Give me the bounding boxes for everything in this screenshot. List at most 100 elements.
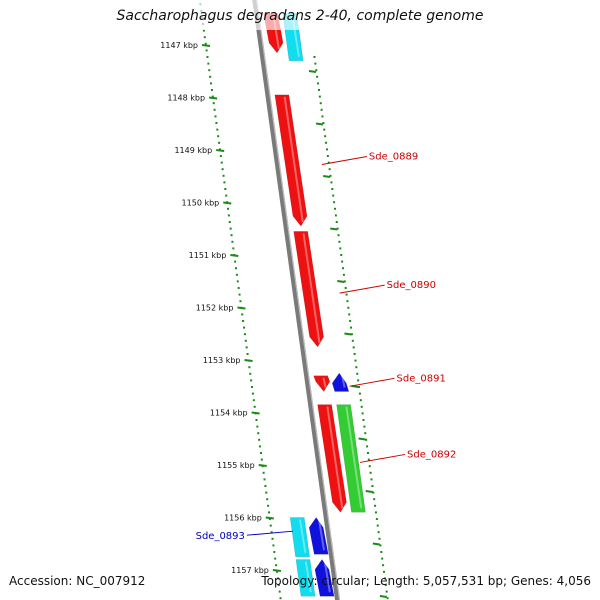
gene-shade bbox=[323, 561, 331, 593]
scale-tick-right bbox=[365, 490, 373, 493]
scale-dot-left bbox=[274, 557, 277, 560]
scale-dot-right bbox=[366, 445, 369, 448]
scale-dot-left bbox=[267, 504, 270, 507]
scale-dot-right bbox=[359, 399, 362, 402]
scale-dot-right bbox=[339, 247, 342, 250]
gene-shade bbox=[304, 561, 312, 593]
scale-dot-left bbox=[257, 432, 260, 435]
scale-dot-right bbox=[338, 240, 341, 243]
gene-shade bbox=[322, 377, 327, 388]
scale-dot-left bbox=[236, 280, 239, 283]
scale-tick-left bbox=[258, 464, 267, 467]
scale-dot-right bbox=[355, 366, 358, 369]
scale-dot-left bbox=[223, 181, 226, 184]
scale-dot-right bbox=[328, 168, 331, 171]
scale-dot-right bbox=[358, 386, 361, 388]
scale-dot-left bbox=[260, 458, 263, 461]
scale-dot-right bbox=[363, 425, 366, 428]
scale-dot-right bbox=[352, 346, 355, 349]
scale-dot-left bbox=[263, 478, 266, 481]
scale-dot-right bbox=[374, 504, 377, 507]
gene-g-cyan-b bbox=[295, 559, 316, 597]
scale-dot-left bbox=[205, 49, 208, 52]
scale-dot-left bbox=[204, 42, 207, 45]
scale-dot-left bbox=[218, 148, 221, 151]
scale-dot-left bbox=[262, 471, 265, 474]
gene-g-0892 bbox=[336, 404, 366, 513]
scale-dot-right bbox=[373, 498, 376, 501]
scale-dot-right bbox=[376, 524, 379, 527]
scale-dot-left bbox=[270, 531, 273, 534]
scale-dot-right bbox=[334, 214, 337, 217]
scale-dot-left bbox=[269, 524, 272, 527]
scale-dot-left bbox=[210, 89, 213, 91]
scale-dot-right bbox=[369, 471, 372, 474]
scale-dot-right bbox=[350, 326, 353, 329]
scale-dot-left bbox=[245, 346, 248, 349]
scale-dot-left bbox=[231, 240, 234, 243]
scale-tick-right bbox=[330, 227, 338, 231]
scale-dot-left bbox=[226, 207, 229, 210]
scale-dot-right bbox=[318, 95, 321, 98]
scale-dot-right bbox=[351, 339, 354, 342]
scale-dot-right bbox=[382, 570, 385, 573]
scale-dot-right bbox=[329, 174, 332, 177]
scale-tick-label: 1147 kbp bbox=[160, 41, 198, 50]
scale-dot-left bbox=[250, 379, 253, 382]
gene-label-leader bbox=[321, 156, 367, 165]
scale-dot-left bbox=[239, 300, 242, 303]
scale-dot-right bbox=[314, 62, 317, 65]
scale-dot-left bbox=[206, 56, 209, 58]
scale-dot-right bbox=[341, 260, 344, 263]
scale-tick-right bbox=[308, 70, 317, 73]
scale-dot-left bbox=[265, 491, 268, 494]
scale-dot-left bbox=[273, 551, 276, 553]
scale-dot-left bbox=[264, 485, 267, 487]
genome-backbone-highlight bbox=[256, 0, 341, 600]
scale-dot-left bbox=[267, 511, 270, 514]
scale-dot-left bbox=[243, 326, 246, 329]
map-title: Saccharophagus degradans 2-40, complete … bbox=[116, 8, 484, 24]
scale-dot-left bbox=[266, 498, 269, 501]
gene-g-0893 bbox=[289, 517, 310, 558]
scale-dot-right bbox=[384, 584, 387, 586]
scale-dot-right bbox=[362, 419, 365, 421]
scale-dot-left bbox=[271, 537, 274, 540]
scale-dot-right bbox=[332, 194, 335, 197]
scale-tick-right bbox=[372, 542, 380, 546]
scale-dot-right bbox=[379, 544, 382, 547]
scale-dot-left bbox=[228, 221, 231, 223]
gene-g-0891 bbox=[331, 372, 350, 392]
gene-shade bbox=[317, 519, 326, 551]
scale-dot-right bbox=[383, 577, 386, 580]
scale-dot-right bbox=[333, 207, 336, 210]
gene-g-blue-b bbox=[314, 558, 335, 597]
scale-dot-left bbox=[259, 445, 262, 448]
scale-dot-right bbox=[323, 128, 326, 131]
scale-dot-left bbox=[246, 353, 249, 355]
scale-dot-left bbox=[234, 260, 237, 263]
scale-dot-right bbox=[370, 478, 373, 481]
scale-dot-right bbox=[365, 438, 368, 441]
title-backdrop bbox=[0, 0, 600, 30]
scale-dot-left bbox=[210, 82, 213, 85]
gene-label-leader bbox=[349, 377, 395, 387]
scale-tick-right bbox=[323, 175, 331, 178]
scale-tick-left bbox=[251, 411, 260, 415]
scale-dot-right bbox=[382, 564, 385, 567]
scale-dot-left bbox=[232, 247, 235, 250]
scale-dot-right bbox=[385, 590, 388, 593]
scale-dot-left bbox=[238, 293, 241, 296]
gene-label-leader bbox=[339, 284, 385, 294]
scale-dot-left bbox=[221, 168, 224, 171]
scale-dot-right bbox=[322, 122, 325, 124]
scale-dot-left bbox=[229, 227, 232, 230]
scale-dot-left bbox=[222, 174, 225, 177]
scale-dot-left bbox=[227, 214, 230, 217]
scale-dot-right bbox=[347, 306, 350, 309]
scale-tick-label: 1150 kbp bbox=[182, 199, 220, 208]
scale-dot-left bbox=[203, 36, 206, 39]
scale-tick-left bbox=[230, 254, 239, 257]
